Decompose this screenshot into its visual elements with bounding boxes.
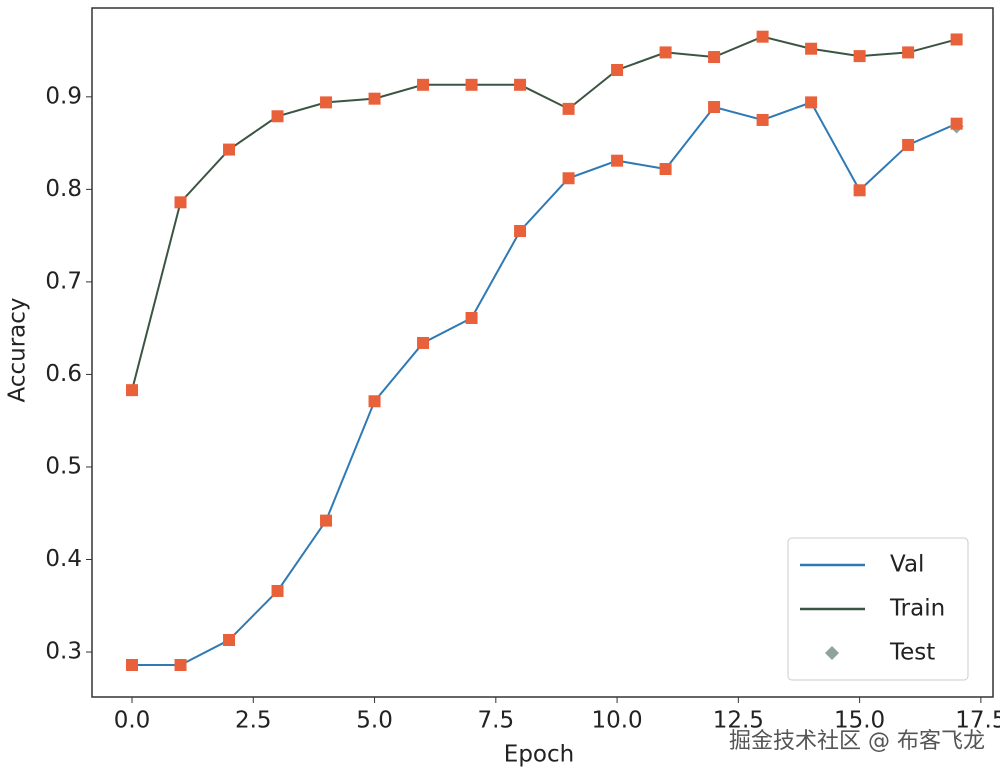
y-tick-label: 0.4	[45, 546, 82, 572]
point-marker	[223, 143, 236, 156]
point-marker	[368, 92, 381, 105]
plot-frame	[91, 7, 994, 698]
y-tick-label: 0.8	[45, 176, 82, 202]
x-tick-label: 15.0	[834, 708, 885, 734]
point-marker	[368, 395, 381, 408]
point-marker	[465, 78, 478, 91]
point-marker	[417, 336, 430, 349]
x-tick-label: 7.5	[478, 708, 515, 734]
point-marker	[853, 184, 866, 197]
legend-label: Test	[889, 640, 935, 666]
y-tick-label: 0.6	[45, 361, 82, 387]
point-marker	[562, 172, 575, 185]
x-tick-label: 10.0	[591, 708, 642, 734]
point-marker	[708, 101, 721, 114]
y-tick-label: 0.3	[45, 639, 82, 665]
point-marker	[514, 225, 527, 238]
point-marker	[659, 46, 672, 59]
point-marker	[902, 138, 915, 151]
point-marker	[174, 658, 187, 671]
series-line	[132, 101, 958, 666]
point-marker	[271, 110, 284, 123]
point-marker	[756, 113, 769, 126]
point-marker	[708, 51, 721, 64]
point-marker	[320, 96, 333, 109]
point-marker	[271, 584, 284, 597]
point-marker	[805, 96, 818, 109]
legend-box	[787, 537, 969, 681]
y-tick-label: 0.7	[45, 268, 82, 294]
x-tick-label: 17.5	[955, 708, 1000, 734]
point-marker	[465, 311, 478, 324]
point-marker	[562, 102, 575, 115]
x-tick-label: 0.0	[114, 708, 151, 734]
point-marker	[756, 30, 769, 43]
x-axis-label: Epoch	[504, 742, 574, 768]
point-marker	[611, 63, 624, 76]
point-marker	[853, 50, 866, 63]
series-line	[131, 35, 957, 391]
point-marker	[223, 633, 236, 646]
y-tick-label: 0.5	[45, 453, 82, 479]
point-marker	[320, 514, 333, 527]
legend-marker	[825, 646, 839, 660]
point-marker	[611, 154, 624, 167]
y-tick-label: 0.9	[45, 83, 82, 109]
point-marker	[126, 658, 139, 671]
point-marker	[126, 384, 139, 397]
point-marker	[950, 33, 963, 46]
point-marker	[950, 117, 963, 130]
legend-label: Val	[890, 552, 924, 578]
x-tick-label: 5.0	[356, 708, 393, 734]
legend-label: Train	[889, 596, 945, 622]
y-axis-label: Accuracy	[5, 297, 31, 402]
x-tick-label: 12.5	[713, 708, 764, 734]
x-tick-label: 2.5	[235, 708, 272, 734]
point-marker	[514, 78, 527, 91]
point-marker	[659, 163, 672, 176]
point-marker	[417, 78, 430, 91]
watermark: 掘金技术社区 @ 布客飞龙	[729, 729, 985, 754]
point-marker	[805, 42, 818, 55]
point-marker	[174, 196, 187, 209]
point-marker	[902, 46, 915, 59]
